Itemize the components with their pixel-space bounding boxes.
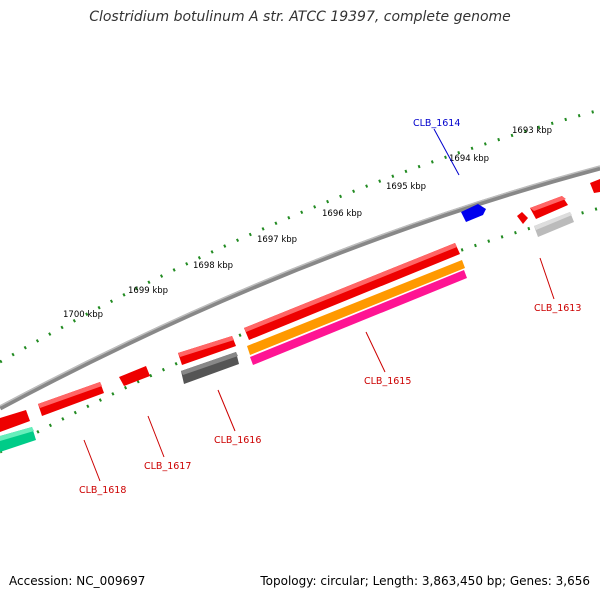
gene-CLB_1616[interactable] [178, 336, 236, 365]
label-CLB_1617[interactable]: CLB_1617 [144, 461, 191, 472]
map-title: Clostridium botulinum A str. ATCC 19397,… [89, 9, 511, 25]
feature-dark-gray[interactable] [181, 352, 239, 384]
gene-left-edge[interactable] [0, 410, 30, 432]
gene-CLB_1618[interactable] [38, 382, 104, 416]
backbone-highlight [0, 165, 600, 407]
inner-ruler-track [0, 206, 600, 454]
gene-right-edge[interactable] [590, 179, 600, 193]
gene-light-gray[interactable] [534, 212, 574, 237]
feature-green[interactable] [0, 427, 36, 452]
label-CLB_1613[interactable]: CLB_1613 [534, 303, 581, 314]
callout-CLB_1618 [83, 439, 101, 482]
genome-backbone [0, 165, 600, 411]
accession-text: Accession: NC_009697 [9, 574, 146, 588]
ruler-label-1697: 1697 kbp [257, 235, 297, 245]
callout-CLB_1613 [539, 257, 555, 300]
callout-CLB_1617 [147, 415, 165, 458]
gene-CLB_1615[interactable] [244, 243, 460, 340]
label-CLB_1618[interactable]: CLB_1618 [79, 485, 126, 496]
gene-CLB_1613-small[interactable] [517, 212, 528, 224]
genome-stats-text: Topology: circular; Length: 3,863,450 bp… [260, 574, 590, 588]
ruler-label-1693: 1693 kbp [512, 126, 552, 136]
ruler-label-1696: 1696 kbp [322, 209, 362, 219]
outer-ruler-track [0, 108, 600, 364]
label-CLB_1615[interactable]: CLB_1615 [364, 376, 411, 387]
ruler-label-1695: 1695 kbp [386, 182, 426, 192]
gene-CLB_1617[interactable] [119, 366, 150, 386]
ruler-label-1699: 1699 kbp [128, 286, 168, 296]
feature-orange[interactable] [247, 260, 465, 355]
gene-CLB_1614[interactable] [461, 204, 486, 222]
ruler-label-1694: 1694 kbp [449, 154, 489, 164]
gene-CLB_1613[interactable] [530, 196, 568, 219]
callout-CLB_1615 [365, 331, 386, 373]
callout-CLB_1616 [217, 389, 236, 432]
feature-pink[interactable] [250, 270, 467, 365]
label-CLB_1616[interactable]: CLB_1616 [214, 435, 261, 446]
ruler-label-1700: 1700 kbp [63, 310, 103, 320]
callout-CLB_1614 [433, 128, 460, 176]
ruler-label-1698: 1698 kbp [193, 261, 233, 271]
label-CLB_1614[interactable]: CLB_1614 [413, 118, 460, 129]
